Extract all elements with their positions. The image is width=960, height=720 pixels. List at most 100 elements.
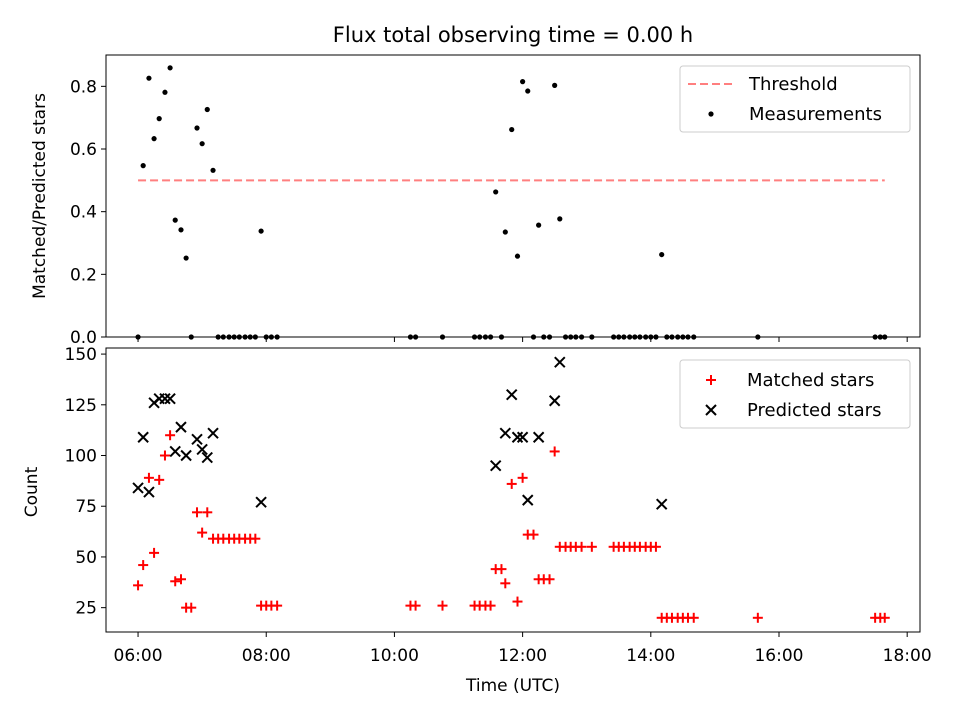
measurement-point — [156, 116, 162, 122]
bottom-x-tick-label: 06:00 — [114, 646, 163, 666]
measurement-point — [659, 251, 665, 258]
predicted-star-point — [132, 482, 144, 494]
measurement-point — [140, 163, 146, 169]
matched-star-point — [272, 600, 283, 611]
measurement-point — [194, 125, 200, 131]
matched-star-point — [149, 547, 160, 558]
predicted-star-point — [522, 494, 534, 506]
matched-star-point — [250, 533, 261, 544]
measurement-point — [178, 227, 184, 233]
predicted-star-point — [143, 486, 155, 498]
predicted-star-point — [207, 427, 219, 439]
bottom-legend-box — [679, 359, 911, 429]
predicted-star-point — [175, 421, 187, 433]
matched-star-point — [437, 600, 448, 611]
legend-predicted-swatch — [705, 404, 717, 416]
predicted-star-point — [164, 393, 176, 405]
legend-measurements-swatch — [708, 111, 714, 117]
predicted-star-point — [255, 496, 267, 508]
top-y-axis-label: Matched/Predicted stars — [30, 93, 50, 299]
matched-star-point — [517, 472, 528, 483]
top-axes-frame — [105, 54, 921, 338]
bottom-axes-frame — [105, 347, 921, 633]
measurement-point — [520, 79, 526, 85]
matched-star-point — [544, 574, 555, 585]
matched-star-point — [159, 450, 170, 461]
matched-star-point — [138, 560, 149, 571]
measurement-point — [204, 106, 210, 113]
matched-star-point — [512, 596, 523, 607]
matched-star-point — [485, 600, 496, 611]
top-y-ticks: 0.0 0.2 0.4 0.6 0.8 — [70, 77, 106, 348]
legend-measurements-label: Measurements — [749, 104, 882, 125]
matched-star-point — [688, 612, 699, 623]
measurement-point — [210, 167, 216, 173]
measurement-point — [183, 255, 189, 261]
x-axis-label: Time (UTC) — [465, 676, 560, 696]
matched-star-point — [506, 478, 517, 489]
top-legend: Threshold Measurements — [679, 65, 911, 133]
bottom-legend: Matched stars Predicted stars — [679, 359, 911, 429]
bottom-y-ticks: 25 50 75 100 125 150 — [65, 345, 106, 619]
matched-star-point — [170, 576, 181, 587]
matched-star-point — [143, 472, 154, 483]
measurement-point — [199, 141, 205, 147]
measurement-point — [258, 228, 264, 234]
measurement-point — [167, 65, 173, 71]
bottom-x-tick-label: 08:00 — [242, 646, 291, 666]
bottom-y-axis-label: Count — [22, 466, 42, 517]
predicted-star-point — [548, 395, 561, 407]
bottom-x-tick-label: 14:00 — [626, 646, 675, 666]
legend-matched-label: Matched stars — [747, 370, 874, 391]
measurement-point — [525, 88, 531, 94]
matched-star-point — [175, 574, 186, 585]
matched-star-point — [879, 612, 890, 623]
bottom-y-tick-label: 100 — [65, 447, 97, 467]
legend-matched-swatch — [706, 375, 716, 385]
matched-star-point — [154, 474, 165, 485]
measurement-point — [493, 189, 499, 195]
predicted-star-point — [506, 388, 518, 401]
bottom-y-tick-label: 125 — [65, 396, 97, 416]
bottom-y-tick-label: 50 — [75, 548, 97, 568]
predicted-star-point — [516, 431, 529, 443]
matched-star-point — [576, 541, 587, 552]
measurement-point — [502, 229, 508, 235]
predicted-star-point — [159, 393, 171, 405]
top-y-tick-label: 0.6 — [70, 140, 97, 160]
predicted-star-point — [655, 498, 668, 510]
predicted-star-point — [180, 449, 192, 462]
top-y-tick-label: 0.4 — [70, 203, 97, 223]
bottom-x-ticks: 06:00 08:00 10:00 12:00 14:00 16:00 18:00 — [114, 632, 932, 666]
chart-title: Flux total observing time = 0.00 h — [333, 23, 693, 47]
predicted-star-point — [499, 427, 512, 439]
predicted-star-point — [201, 451, 213, 464]
matched-star-point — [752, 612, 763, 623]
bottom-y-tick-label: 150 — [65, 345, 97, 365]
bottom-y-tick-label: 25 — [75, 599, 97, 619]
matched-star-point — [165, 430, 176, 441]
predicted-star-point — [137, 431, 149, 443]
measurement-point — [151, 136, 157, 142]
matched-star-point — [186, 602, 197, 613]
predicted-star-point — [489, 459, 502, 472]
matched-star-point — [197, 527, 208, 538]
legend-predicted-label: Predicted stars — [747, 400, 881, 421]
matched-star-point — [650, 541, 661, 552]
matched-star-point — [500, 578, 511, 589]
top-legend-box — [679, 65, 911, 133]
predicted-star-point — [196, 443, 208, 456]
bottom-plot-area — [132, 356, 890, 623]
predicted-star-point — [532, 431, 545, 443]
predicted-star-point — [511, 431, 524, 443]
matched-star-point — [133, 580, 144, 591]
measurement-point — [514, 253, 521, 259]
top-y-tick-label: 0.2 — [70, 265, 97, 285]
bottom-y-tick-label: 75 — [75, 497, 97, 517]
bottom-x-tick-label: 16:00 — [754, 646, 803, 666]
predicted-star-point — [554, 356, 566, 368]
measurement-point — [557, 216, 563, 222]
bottom-x-tick-label: 12:00 — [498, 646, 547, 666]
measurement-point — [162, 89, 168, 95]
